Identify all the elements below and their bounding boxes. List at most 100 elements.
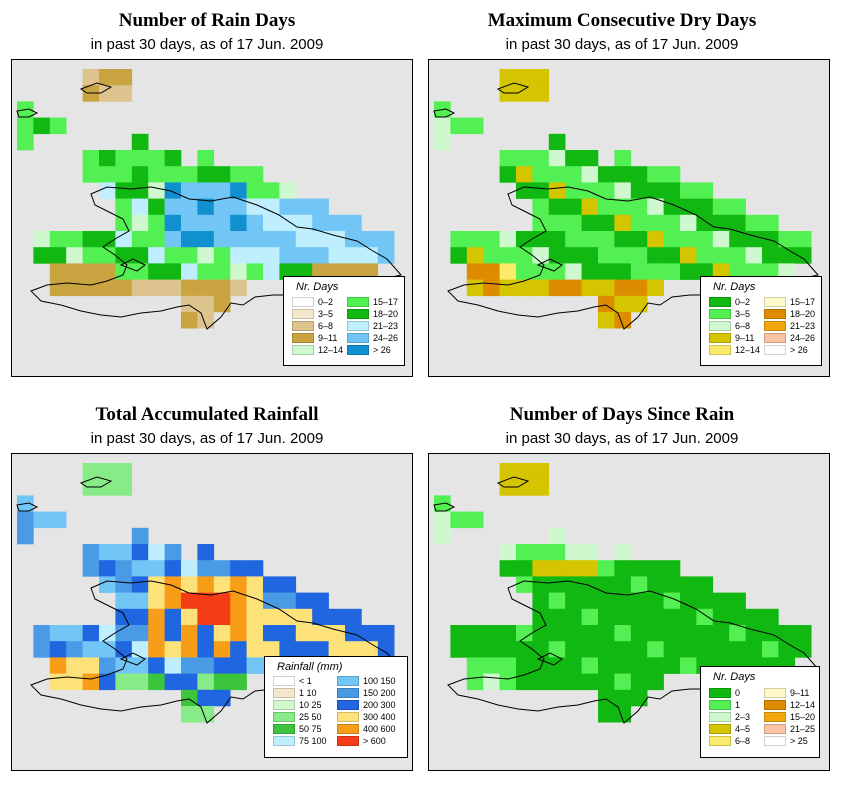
grid-cell: [548, 166, 566, 183]
grid-cell: [516, 279, 533, 297]
grid-cell: [181, 608, 198, 626]
grid-cell: [164, 214, 182, 232]
legend-label: 400 600: [363, 724, 396, 734]
grid-cell: [115, 560, 133, 577]
grid-cell: [729, 608, 746, 626]
grid-cell: [131, 641, 149, 658]
grid-cell: [164, 150, 182, 167]
grid-cell: [230, 279, 247, 297]
legend-label: 15–17: [373, 297, 399, 307]
grid-cell: [663, 560, 681, 577]
grid-cell: [197, 608, 215, 626]
grid-cell: [148, 231, 165, 248]
grid-cell: [532, 592, 550, 610]
grid-cell: [516, 182, 533, 199]
grid-cell: [82, 641, 100, 658]
legend-label: > 25: [790, 736, 808, 746]
grid-cell: [99, 182, 116, 199]
grid-cell: [663, 214, 681, 232]
legend-label: 75 100: [299, 736, 327, 746]
grid-cell: [99, 69, 116, 86]
grid-cell: [450, 511, 468, 529]
grid-cell: [712, 198, 730, 216]
grid-cell: [598, 689, 615, 707]
grid-cell: [647, 625, 664, 642]
grid-cell: [532, 150, 550, 167]
grid-cell: [663, 576, 681, 593]
legend-swatch: [764, 333, 786, 343]
grid-cell: [581, 592, 599, 610]
grid-cell: [581, 166, 599, 183]
legend-swatch: [347, 321, 369, 331]
grid-cell: [131, 576, 149, 593]
grid-cell: [197, 279, 215, 297]
panel-subtitle: in past 30 days, as of 17 Jun. 2009: [505, 430, 739, 447]
legend-label: > 600: [363, 736, 386, 746]
legend-label: 6–8: [735, 736, 751, 746]
grid-cell: [565, 560, 582, 577]
grid-cell: [565, 247, 582, 264]
grid-cell: [99, 657, 116, 674]
grid-cell: [598, 279, 615, 297]
grid-cell: [499, 263, 517, 280]
grid-cell: [466, 657, 484, 674]
grid-cell: [499, 641, 517, 658]
grid-cell: [131, 527, 149, 545]
legend-label: 2–3: [735, 712, 751, 722]
grid-cell: [246, 576, 264, 593]
grid-cell: [230, 182, 247, 199]
grid-cell: [499, 150, 517, 167]
grid-cell: [312, 214, 329, 232]
grid-cell: [164, 560, 182, 577]
legend-swatch: [709, 688, 731, 698]
grid-cell: [263, 625, 280, 642]
legend-swatch: [764, 724, 786, 734]
legend-label: 18–20: [790, 309, 816, 319]
grid-cell: [279, 576, 297, 593]
grid-cell: [131, 673, 149, 691]
grid-cell: [466, 641, 484, 658]
grid-cell: [745, 231, 763, 248]
grid-cell: [516, 150, 533, 167]
grid-cell: [197, 214, 215, 232]
grid-cell: [131, 657, 149, 674]
grid-cell: [532, 214, 550, 232]
grid-cell: [598, 295, 615, 313]
grid-cells: [17, 463, 395, 723]
grid-cell: [614, 214, 632, 232]
grid-cell: [680, 625, 697, 642]
grid-cell: [581, 150, 599, 167]
grid-cell: [745, 625, 763, 642]
grid-cell: [33, 625, 51, 642]
grid-cell: [164, 166, 182, 183]
grid-cell: [712, 625, 730, 642]
grid-cell: [82, 150, 100, 167]
grid-cell: [181, 247, 198, 264]
grid-cell: [712, 592, 730, 610]
grid-cell: [794, 641, 812, 658]
grid-cell: [197, 625, 215, 642]
grid-cell: [115, 247, 133, 264]
grid-cell: [614, 312, 632, 329]
grid-cell: [17, 527, 34, 545]
grid-cell: [279, 182, 297, 199]
grid-cell: [516, 166, 533, 183]
grid-cell: [516, 85, 533, 102]
grid-cell: [466, 247, 484, 264]
grid-cell: [49, 625, 67, 642]
grid-cell: [181, 312, 198, 329]
grid-cell: [548, 527, 566, 545]
grid-cell: [279, 198, 297, 216]
grid-cell: [164, 657, 182, 674]
grid-cell: [630, 231, 648, 248]
legend-swatch: [764, 700, 786, 710]
grid-cell: [164, 608, 182, 626]
grid-cell: [99, 279, 116, 297]
grid-cell: [696, 641, 714, 658]
grid-cell: [565, 214, 582, 232]
grid-cell: [663, 182, 681, 199]
grid-cell: [197, 295, 215, 313]
grid-cell: [164, 576, 182, 593]
grid-cell: [647, 214, 664, 232]
panel-max-dry-days: Maximum Consecutive Dry Days in past 30 …: [415, 0, 830, 385]
